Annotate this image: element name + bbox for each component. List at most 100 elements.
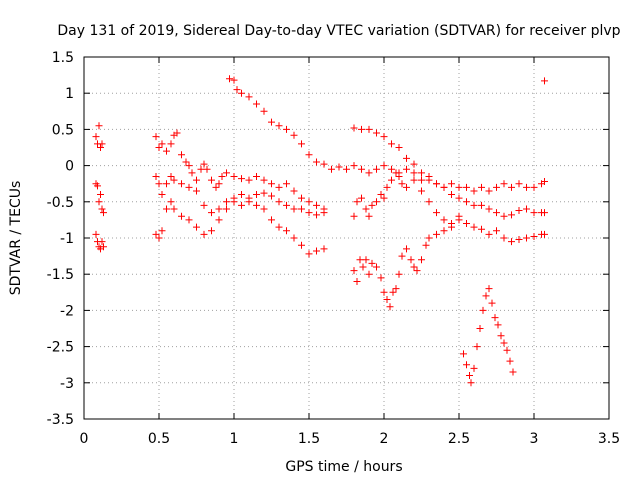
data-point [197,165,205,173]
data-point [92,230,100,238]
x-tick-label: 1 [230,431,239,447]
data-point [493,209,500,217]
data-point [494,321,502,329]
data-point [230,198,238,206]
data-point [470,187,478,195]
data-point [410,160,418,168]
data-point [203,165,211,173]
data-point [403,245,410,253]
data-point [440,216,448,224]
data-point [448,191,455,199]
data-point [320,245,328,253]
data-point [425,234,433,242]
data-point [493,227,500,235]
data-point [509,368,517,376]
data-point [395,172,403,180]
x-tick-label: 2.5 [448,431,470,447]
data-point [167,172,175,180]
data-point [523,205,530,213]
data-point [485,187,493,195]
data-point [485,205,493,213]
data-point [94,182,101,190]
data-point [478,201,485,209]
data-point [185,162,193,170]
data-point [298,205,305,213]
data-point [383,183,391,191]
data-point [283,227,290,235]
series-arc-7 [152,198,328,258]
data-point [359,263,367,271]
data-point [530,233,538,241]
plot-frame [83,56,610,420]
data-point [350,124,358,132]
x-tick-label: 0.5 [148,431,170,447]
data-point [193,176,200,184]
data-point [455,183,463,191]
data-point [523,234,530,242]
data-point [485,230,493,238]
series-arc-2 [92,180,107,217]
data-point [98,140,106,148]
data-point [455,212,463,220]
data-point [275,223,283,231]
data-point [208,176,215,184]
y-tick-label: -2.5 [47,340,74,356]
data-point [403,154,410,162]
data-point [218,172,226,180]
data-point [260,176,268,184]
data-point [350,212,358,220]
data-point [541,77,548,85]
chart-title: Day 131 of 2019, Sidereal Day-to-day VTE… [57,23,620,39]
data-point [350,162,358,170]
data-point [97,191,104,199]
data-point [500,212,508,220]
series-arc-9 [350,169,548,246]
data-point [470,223,478,231]
data-point [163,205,170,213]
data-point [497,332,505,340]
data-point [418,176,425,184]
data-point [298,194,305,202]
data-point [100,209,107,217]
data-point [245,176,253,184]
data-point [178,212,185,220]
data-point [185,216,193,224]
data-point [395,270,403,278]
data-point [163,147,170,155]
data-point [223,205,230,213]
data-point [523,183,530,191]
data-point [328,165,335,173]
data-point [440,227,448,235]
data-point [493,183,500,191]
data-point [193,223,200,231]
series-arc-12 [541,77,548,85]
data-point [170,176,178,184]
data-point [268,180,275,188]
data-point [380,162,388,170]
data-point [508,183,515,191]
data-point [380,288,388,296]
data-point [253,201,260,209]
data-point [425,176,433,184]
y-tick-label: -1.5 [47,267,74,283]
x-tick-label: 2 [380,431,389,447]
data-point [223,198,230,206]
data-point [268,216,275,224]
data-point [482,292,490,300]
data-point [478,183,485,191]
data-point [392,285,400,293]
data-point [448,180,455,188]
data-point [200,230,208,238]
data-point [98,205,106,213]
series-arc-4 [226,75,548,195]
data-point [238,191,245,199]
data-point [188,169,196,177]
data-point [541,178,548,186]
data-point [362,205,370,213]
data-point [298,241,305,249]
data-point [418,187,425,195]
data-point [358,194,365,202]
data-point [313,158,320,166]
y-axis-ticks: -3.5 -3 -2.5 -2 -1.5 -1 -0.5 0 0.5 1 1.5 [47,50,609,428]
